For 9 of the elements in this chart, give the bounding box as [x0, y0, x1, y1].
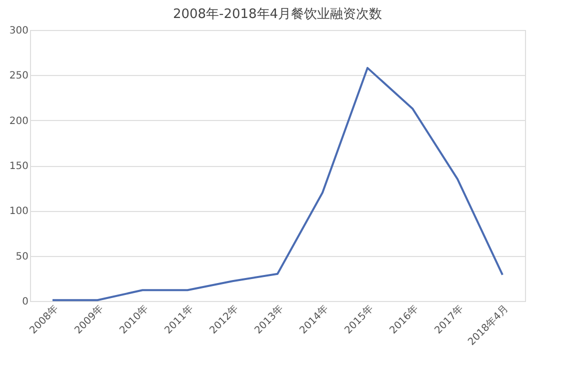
y-tick-label: 150 [9, 161, 28, 172]
y-tick-label: 200 [9, 116, 28, 127]
chart-title: 2008年-2018年4月餐饮业融资次数 [172, 7, 382, 22]
line-series [52, 66, 504, 302]
y-tick-label: 300 [9, 26, 28, 36]
y-tick-label: 250 [9, 70, 28, 82]
y-tick-label: 0 [22, 296, 28, 308]
y-tick-label: 100 [9, 206, 28, 218]
y-tick-label: 50 [16, 251, 28, 262]
